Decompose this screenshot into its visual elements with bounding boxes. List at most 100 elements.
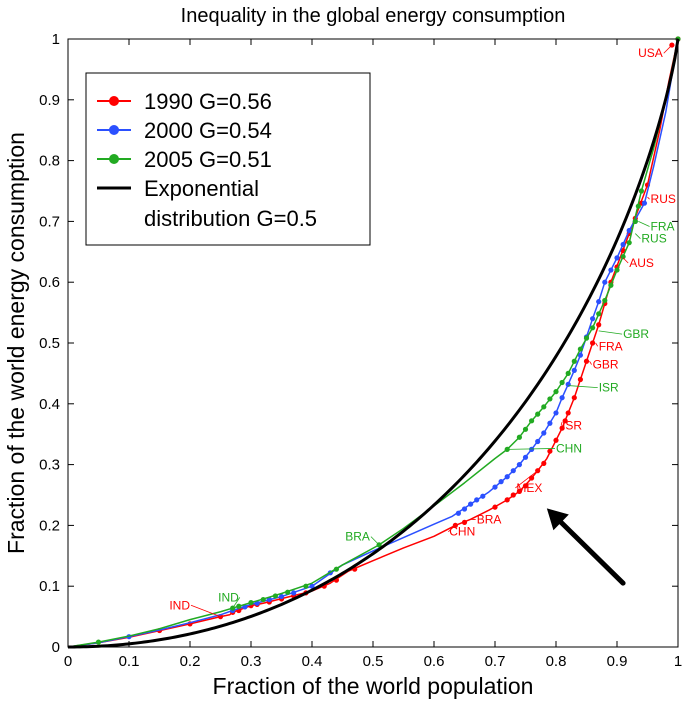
y-tick-label: 0.9 — [39, 92, 60, 109]
legend-box — [85, 72, 371, 246]
x-tick-label: 0.6 — [424, 653, 445, 670]
data-point — [553, 389, 559, 395]
data-point — [510, 492, 516, 498]
data-point — [272, 593, 278, 599]
data-point — [626, 227, 632, 234]
x-tick-label: 0.7 — [485, 653, 506, 670]
data-point — [602, 279, 608, 285]
x-tick-label: 0.8 — [546, 653, 567, 670]
data-point — [565, 410, 571, 416]
data-point — [638, 188, 645, 194]
legend-marker-1990 — [109, 96, 119, 106]
country-label: RUS — [641, 232, 666, 246]
annotation-leader — [622, 257, 629, 264]
x-axis-ticks: 0 0.1 0.2 0.3 0.4 0.5 0.6 0.7 0.8 0.9 1 — [64, 39, 682, 670]
data-point — [571, 358, 577, 364]
legend-label-exponential-1: Exponential — [144, 176, 259, 201]
country-annotation: ISR — [568, 381, 619, 395]
data-point — [559, 395, 565, 401]
x-axis-title: Fraction of the world population — [213, 673, 534, 699]
data-point — [236, 603, 242, 609]
x-tick-label: 0.4 — [302, 653, 323, 670]
country-annotation: RUS — [647, 192, 676, 206]
data-point — [559, 425, 565, 431]
data-point — [583, 335, 590, 341]
country-label: GBR — [593, 358, 619, 372]
country-annotation: MEX — [515, 470, 542, 495]
series-line — [67, 38, 680, 649]
legend-label-2005: 2005 G=0.51 — [144, 147, 272, 172]
country-label: RUS — [651, 192, 676, 206]
arrow-head — [546, 508, 569, 531]
data-point — [468, 501, 474, 507]
data-point — [614, 255, 620, 261]
annotation-leader — [595, 342, 599, 347]
legend-label-1990: 1990 G=0.56 — [144, 89, 272, 114]
country-annotation: GBR — [589, 358, 619, 372]
annotation-leader — [638, 221, 650, 227]
data-point — [590, 325, 596, 331]
legend-marker-2000 — [109, 125, 119, 135]
country-annotation: IND — [169, 598, 221, 617]
data-point — [248, 600, 254, 606]
arrow-layer — [546, 508, 626, 586]
data-point — [608, 267, 614, 273]
country-label: ISR — [599, 381, 619, 395]
country-annotation: GBR — [598, 327, 649, 341]
data-point — [571, 367, 577, 373]
annotation-leader — [190, 604, 221, 617]
annotation-leader — [370, 536, 380, 546]
data-point — [285, 589, 291, 595]
data-point — [553, 410, 559, 416]
data-point — [303, 583, 309, 589]
country-annotation: BRA — [345, 530, 380, 546]
chart-title: Inequality in the global energy consumpt… — [181, 5, 566, 27]
x-tick-label: 0.1 — [119, 653, 140, 670]
data-point — [596, 322, 602, 328]
country-annotation: USA — [638, 44, 673, 60]
data-point — [547, 420, 553, 426]
data-point — [260, 596, 266, 603]
data-point — [529, 446, 535, 452]
data-point — [461, 506, 468, 512]
data-point — [309, 583, 315, 589]
country-label: ISR — [562, 418, 582, 432]
data-point — [95, 639, 102, 645]
country-annotation: ISR — [560, 418, 582, 432]
data-point — [510, 468, 516, 474]
data-point — [547, 396, 553, 402]
data-point — [602, 297, 608, 304]
annotation-leader — [232, 597, 241, 609]
x-tick-label: 0 — [64, 653, 72, 670]
annotation-leader — [447, 525, 456, 533]
country-annotation: IND — [218, 590, 241, 609]
data-point — [522, 454, 529, 460]
data-point — [529, 475, 535, 481]
legend-entry-1990: 1990 G=0.56 — [97, 89, 272, 114]
data-point — [620, 241, 626, 248]
data-point — [278, 593, 285, 600]
legend-entry-2005: 2005 G=0.51 — [97, 147, 272, 172]
country-label: GBR — [623, 327, 649, 341]
annotation-leader — [589, 361, 592, 365]
annotation-leader — [560, 421, 563, 426]
legend-entry-2000: 2000 G=0.54 — [97, 118, 272, 143]
y-tick-label: 0.7 — [39, 213, 60, 230]
legend-marker-2005 — [109, 154, 119, 164]
data-point — [504, 497, 510, 503]
annotation-leader — [515, 470, 538, 489]
data-point — [596, 311, 602, 317]
x-tick-label: 0.3 — [241, 653, 262, 670]
annotation-leader — [507, 448, 556, 450]
country-label: IND — [169, 598, 190, 612]
x-tick-label: 0.5 — [363, 653, 384, 670]
country-label: FRA — [651, 220, 675, 234]
country-annotation: CHN — [507, 441, 582, 455]
data-point — [608, 282, 614, 288]
country-label: BRA — [477, 513, 502, 527]
data-point — [565, 381, 571, 387]
annotation-leader — [635, 233, 641, 239]
annotation-leader — [568, 385, 598, 389]
annotation-leader — [663, 44, 673, 54]
